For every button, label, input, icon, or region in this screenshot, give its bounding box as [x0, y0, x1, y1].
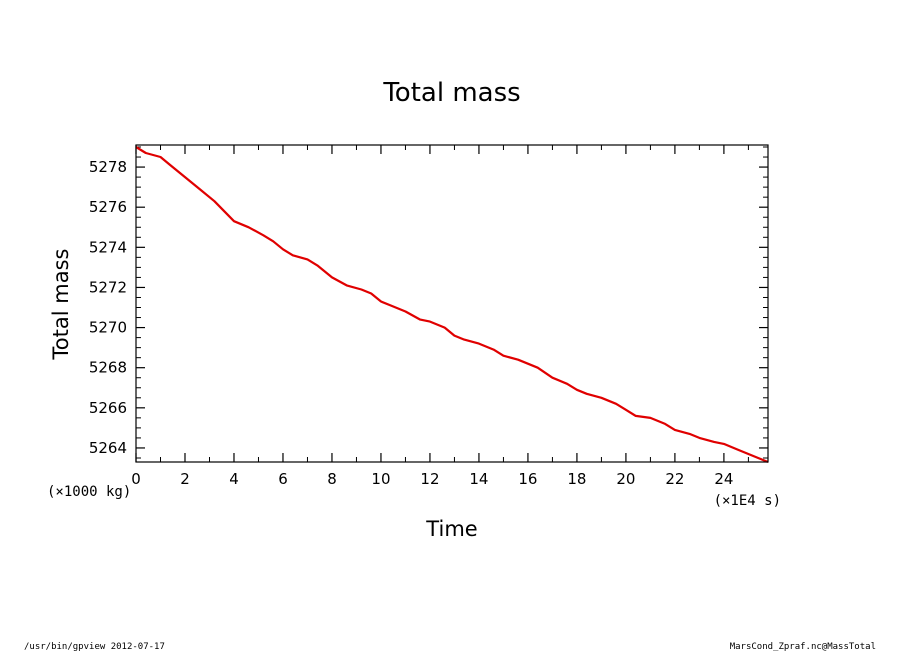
x-tick-label: 2 — [180, 470, 190, 488]
y-tick-label: 5266 — [89, 399, 127, 417]
x-tick-label: 22 — [665, 470, 684, 488]
x-tick-label: 0 — [131, 470, 141, 488]
x-tick-label: 18 — [567, 470, 586, 488]
x-tick-label: 8 — [327, 470, 337, 488]
y-tick-label: 5270 — [89, 319, 127, 337]
chart-title: Total mass — [382, 78, 520, 108]
y-tick-label: 5276 — [89, 198, 127, 216]
x-tick-label: 16 — [518, 470, 537, 488]
y-axis-label: Total mass — [49, 249, 73, 361]
footer-left: /usr/bin/gpview 2012-07-17 — [24, 642, 165, 652]
x-tick-label: 6 — [278, 470, 288, 488]
series-line — [135, 146, 769, 464]
y-tick-label: 5268 — [89, 359, 127, 377]
y-tick-label: 5274 — [89, 238, 127, 256]
y-tick-label: 5278 — [89, 158, 127, 176]
y-scale-note: (×1000 kg) — [47, 484, 131, 500]
x-scale-note: (×1E4 s) — [714, 493, 781, 509]
x-tick-label: 10 — [371, 470, 390, 488]
x-tick-label: 14 — [469, 470, 488, 488]
plot-frame — [135, 144, 769, 463]
x-tick-label: 24 — [714, 470, 733, 488]
y-tick-label: 5272 — [89, 278, 127, 296]
y-tick-label: 5264 — [89, 439, 127, 457]
x-tick-label: 12 — [420, 470, 439, 488]
x-tick-label: 4 — [229, 470, 239, 488]
footer-right: MarsCond_Zpraf.nc@MassTotal — [729, 642, 876, 652]
x-tick-label: 20 — [616, 470, 635, 488]
x-axis-label: Time — [425, 517, 477, 541]
